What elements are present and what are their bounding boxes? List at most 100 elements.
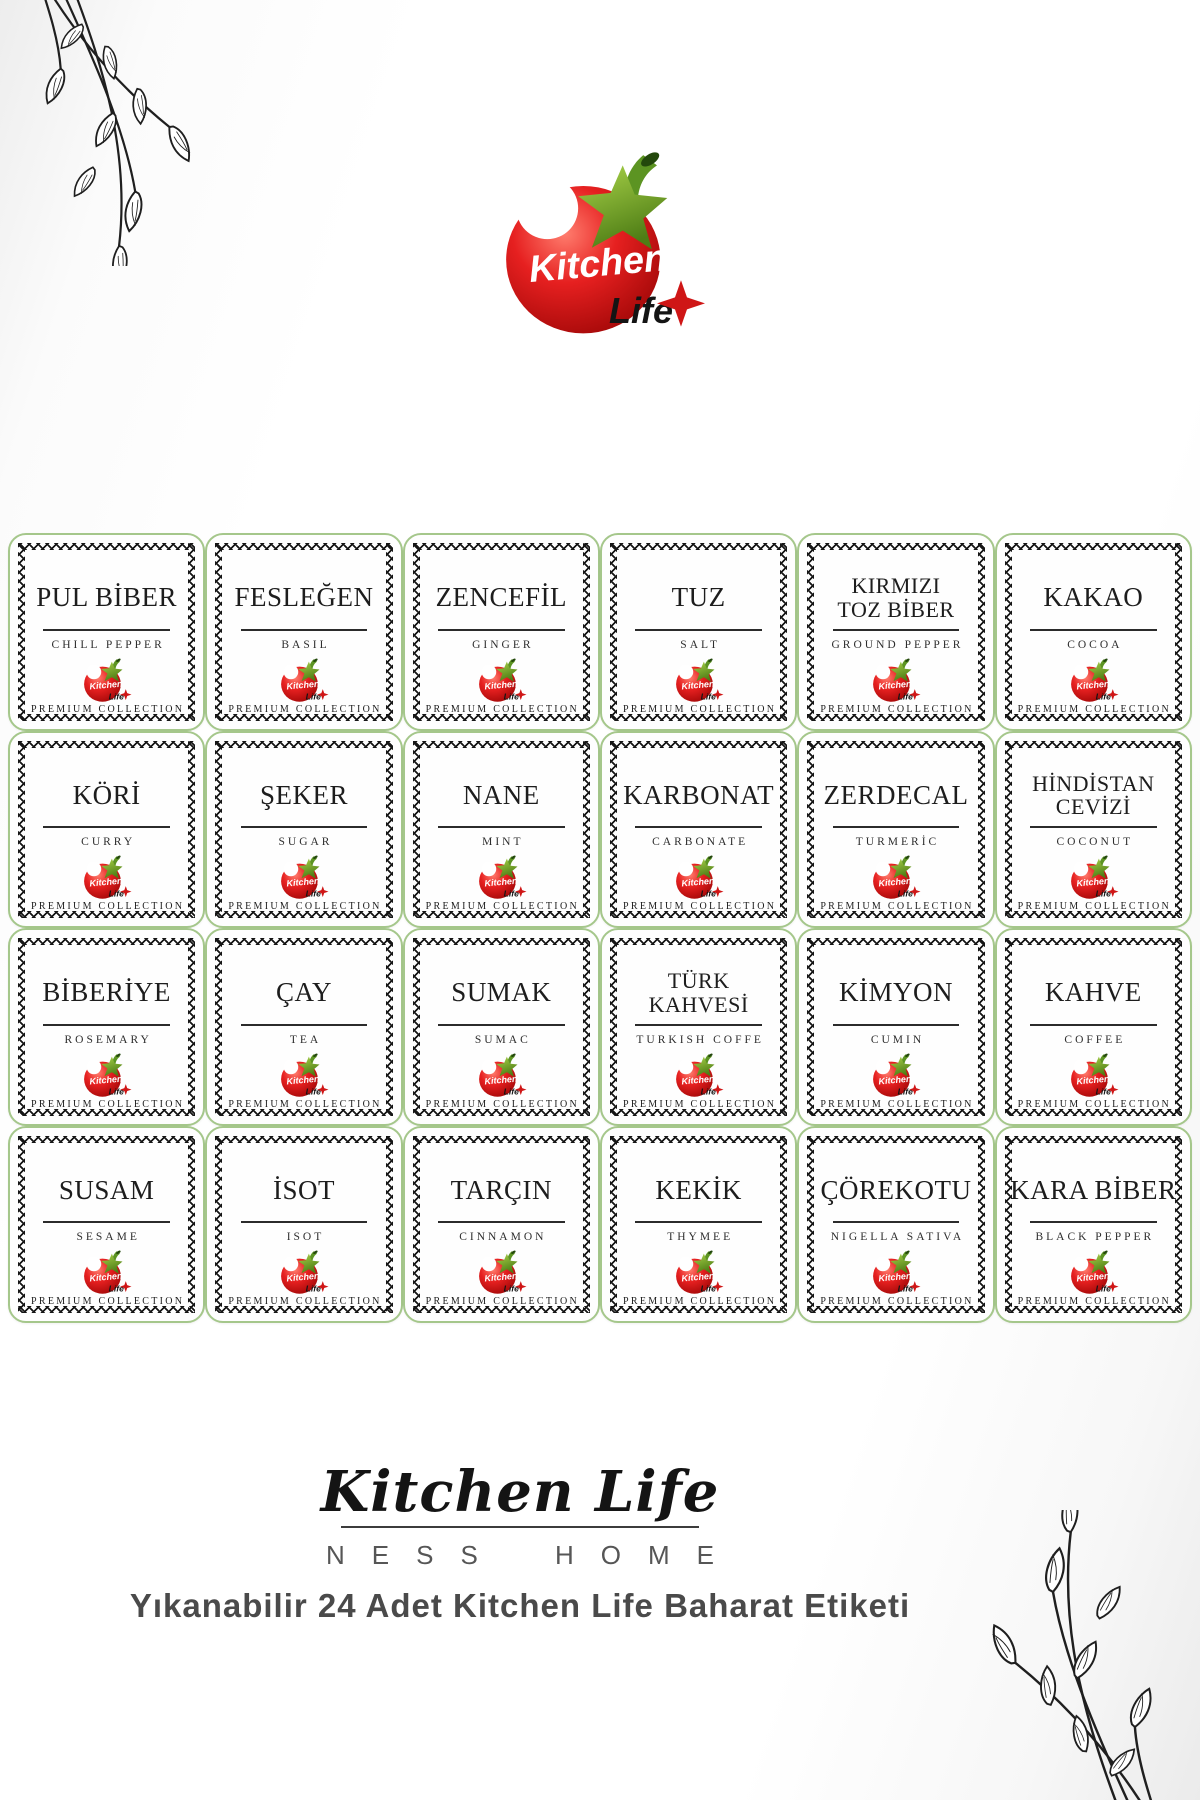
spice-name-turkish: TÜRK KAHVESİ (648, 968, 749, 1017)
label-content: KARA BİBER BLACK PEPPER PREMIUM COLLECTI… (1008, 1139, 1179, 1311)
premium-collection-text: PREMIUM COLLECTION (228, 703, 382, 715)
spice-label-card: KEKİK THYMEE PREMIUM COLLECTION (599, 1125, 798, 1323)
spice-name-english: CHILL PEPPER (51, 638, 165, 651)
kitchen-life-logo-icon (676, 855, 724, 899)
spice-name-english: COCONUT (1056, 836, 1134, 849)
spice-label-card: KIRMIZI TOZ BİBER GROUND PEPPER PREMIUM … (797, 533, 995, 731)
divider-line (43, 1023, 171, 1026)
premium-collection-text: PREMIUM COLLECTION (1017, 1098, 1171, 1110)
spice-name-english: TURKISH COFFE (636, 1033, 764, 1046)
labels-grid: PUL BİBER CHILL PEPPER PREMIUM COLLECTIO… (8, 533, 1192, 1323)
spice-name-english: SESAME (76, 1231, 140, 1244)
premium-collection-text: PREMIUM COLLECTION (30, 901, 185, 912)
spice-label-card: KAKAO COCOA PREMIUM COLLECTION (994, 533, 1192, 731)
kitchen-life-logo-icon (505, 150, 705, 334)
label-content: TUZ SALT PREMIUM COLLECTION (613, 546, 784, 718)
spice-name-turkish: KAKAO (1043, 582, 1144, 613)
spice-name-english: MINT (482, 836, 524, 849)
spice-name-english: THYMEE (667, 1231, 734, 1244)
spice-label-card: ÇAY TEA PREMIUM COLLECTION (205, 928, 403, 1126)
spice-name-turkish: ÇÖREKOTU (820, 1174, 972, 1205)
kitchen-life-logo-icon (676, 1052, 724, 1097)
spice-name-turkish: KIRMIZI TOZ BİBER (837, 573, 955, 622)
footer-script-logo: Kitchen Life (320, 1459, 720, 1525)
kitchen-life-logo-icon (478, 657, 527, 702)
kitchen-life-logo-icon (478, 1052, 527, 1097)
spice-name-turkish: PUL BİBER (36, 582, 178, 613)
spice-name-turkish: KARBONAT (623, 779, 775, 810)
divider-line (635, 1023, 763, 1026)
premium-collection-text: PREMIUM COLLECTION (30, 703, 185, 715)
spice-label-card: TUZ SALT PREMIUM COLLECTION (599, 533, 798, 731)
kitchen-life-logo (0, 150, 1200, 342)
premium-collection-text: PREMIUM COLLECTION (30, 1296, 185, 1307)
kitchen-life-logo-icon (84, 855, 132, 899)
spice-name-turkish: ZENCEFİL (435, 582, 568, 613)
spice-name-turkish: KİMYON (838, 977, 953, 1008)
label-content: HİNDİSTAN CEVİZİ COCONUT PREMIUM COLLECT… (1008, 744, 1179, 916)
spice-name-turkish: KÖRİ (72, 779, 141, 810)
label-content: ZERDECAL TURMERİC PREMIUM COLLECTION (810, 744, 981, 916)
kitchen-life-logo-icon (84, 1250, 132, 1294)
kitchen-life-logo-icon (873, 1250, 921, 1294)
kitchen-life-logo-icon (873, 855, 921, 899)
spice-label-card: SUSAM SESAME PREMIUM COLLECTION (8, 1125, 206, 1323)
premium-collection-text: PREMIUM COLLECTION (820, 1098, 974, 1110)
premium-collection-text: PREMIUM COLLECTION (228, 1098, 382, 1110)
divider-line (240, 1023, 368, 1026)
label-content: BİBERİYE ROSEMARY PREMIUM COLLECTION (21, 941, 192, 1113)
divider-line (832, 826, 960, 829)
kitchen-life-logo-icon (873, 657, 921, 702)
premium-collection-text: PREMIUM COLLECTION (820, 901, 974, 912)
label-content: KAHVE COFFEE PREMIUM COLLECTION (1008, 941, 1179, 1113)
premium-collection-text: PREMIUM COLLECTION (425, 703, 579, 715)
footer-brand-name: NESS HOME (325, 1539, 742, 1570)
kitchen-life-logo-icon (478, 1250, 527, 1294)
kitchen-life-logo-icon (281, 1250, 329, 1294)
label-content: TARÇIN CINNAMON PREMIUM COLLECTION (416, 1139, 587, 1311)
spice-label-card: İSOT ISOT PREMIUM COLLECTION (205, 1125, 403, 1323)
spice-label-card: ÇÖREKOTU NIGELLA SATIVA PREMIUM COLLECTI… (797, 1125, 995, 1323)
spice-name-english: TURMERİC (855, 836, 940, 849)
spice-name-english: SALT (680, 638, 720, 651)
spice-name-turkish: KARA BİBER (1010, 1174, 1177, 1205)
divider-line (635, 826, 763, 829)
premium-collection-text: PREMIUM COLLECTION (425, 901, 579, 912)
label-content: PUL BİBER CHILL PEPPER PREMIUM COLLECTIO… (21, 546, 192, 718)
premium-collection-text: PREMIUM COLLECTION (622, 1296, 777, 1307)
kitchen-life-logo-icon (1070, 1250, 1119, 1294)
label-content: KEKİK THYMEE PREMIUM COLLECTION (613, 1139, 784, 1311)
spice-label-card: ZENCEFİL GINGER PREMIUM COLLECTION (402, 533, 600, 731)
spice-name-turkish: HİNDİSTAN CEVİZİ (1032, 770, 1155, 820)
spice-name-english: BLACK PEPPER (1035, 1231, 1155, 1244)
divider-line (635, 628, 763, 631)
kitchen-life-logo-icon (1070, 855, 1119, 899)
spice-label-card: TÜRK KAHVESİ TURKISH COFFE PREMIUM COLLE… (599, 928, 798, 1126)
label-content: KÖRİ CURRY PREMIUM COLLECTION (21, 744, 192, 916)
label-content: TÜRK KAHVESİ TURKISH COFFE PREMIUM COLLE… (613, 941, 784, 1113)
divider-line (832, 628, 960, 631)
spice-name-english: ISOT (286, 1231, 325, 1244)
divider-line (1029, 1221, 1157, 1224)
spice-label-card: NANE MINT PREMIUM COLLECTION (402, 730, 600, 928)
divider-line (1029, 826, 1157, 829)
product-caption: Yıkanabilir 24 Adet Kitchen Life Baharat… (129, 1586, 911, 1624)
divider-line (437, 1023, 565, 1026)
divider-line (43, 1221, 171, 1224)
premium-collection-text: PREMIUM COLLECTION (30, 1098, 185, 1110)
divider-line (437, 1221, 565, 1224)
footer-underline (341, 1525, 699, 1528)
spice-label-card: KÖRİ CURRY PREMIUM COLLECTION (8, 730, 206, 928)
spice-label-card: PUL BİBER CHILL PEPPER PREMIUM COLLECTIO… (8, 533, 206, 731)
spice-name-english: CINNAMON (459, 1231, 547, 1244)
spice-name-turkish: KAHVE (1044, 977, 1142, 1008)
spice-name-english: ROSEMARY (64, 1033, 152, 1046)
divider-line (1029, 628, 1157, 631)
premium-collection-text: PREMIUM COLLECTION (228, 901, 382, 912)
spice-name-turkish: İSOT (272, 1174, 335, 1205)
kitchen-life-logo-icon (84, 1052, 132, 1097)
kitchen-life-logo-icon (478, 855, 527, 899)
spice-name-english: GINGER (472, 638, 534, 651)
spice-name-turkish: SUMAK (451, 977, 552, 1008)
label-content: ZENCEFİL GINGER PREMIUM COLLECTION (416, 546, 587, 718)
